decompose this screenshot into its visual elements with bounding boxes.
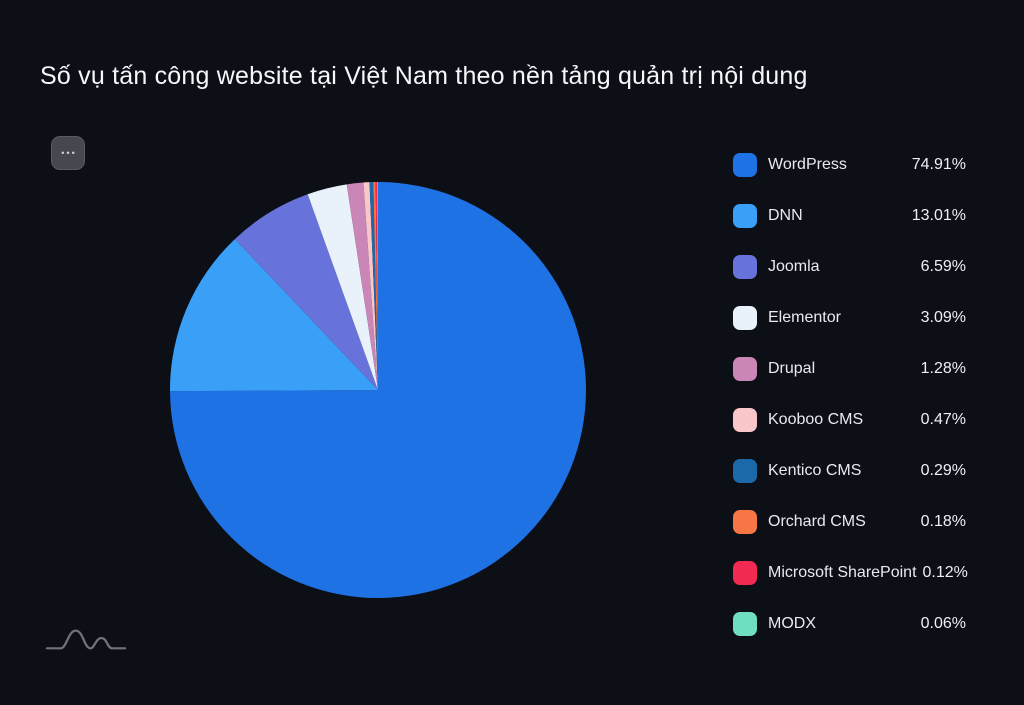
legend-label: WordPress: [768, 156, 847, 173]
legend-item-kentico-cms[interactable]: Kentico CMS 0.29%: [733, 458, 966, 484]
pie-chart-svg: [170, 182, 586, 598]
legend-item-modx[interactable]: MODX 0.06%: [733, 611, 966, 637]
legend-value: 74.91%: [911, 156, 966, 173]
pie-slice-orchard-cms[interactable]: [373, 182, 378, 390]
legend-value: 1.28%: [920, 360, 966, 377]
pie-chart: [170, 182, 586, 598]
legend-item-kooboo-cms[interactable]: Kooboo CMS 0.47%: [733, 407, 966, 433]
legend-value: 0.29%: [920, 462, 966, 479]
pie-slice-wordpress[interactable]: [170, 182, 586, 598]
pie-slice-elementor[interactable]: [307, 184, 378, 390]
legend-label: Drupal: [768, 360, 816, 377]
legend-value: 0.18%: [920, 513, 966, 530]
pie-slice-microsoft-sharepoint[interactable]: [375, 182, 378, 390]
pie-slice-kentico-cms[interactable]: [369, 182, 378, 390]
legend-swatch: [733, 459, 757, 483]
legend-value: 0.12%: [922, 564, 968, 581]
legend-item-wordpress[interactable]: WordPress 74.91%: [733, 152, 966, 178]
legend-item-dnn[interactable]: DNN 13.01%: [733, 203, 966, 229]
legend-value: 6.59%: [920, 258, 966, 275]
legend-swatch: [733, 357, 757, 381]
legend-value: 0.06%: [920, 615, 966, 632]
legend-item-drupal[interactable]: Drupal 1.28%: [733, 356, 966, 382]
legend-label: Microsoft SharePoint: [768, 564, 917, 581]
legend-swatch: [733, 561, 757, 585]
legend-item-elementor[interactable]: Elementor 3.09%: [733, 305, 966, 331]
legend-label: Kooboo CMS: [768, 411, 864, 428]
legend-swatch: [733, 306, 757, 330]
pie-slice-kooboo-cms[interactable]: [363, 182, 378, 390]
pie-slice-dnn[interactable]: [170, 239, 378, 392]
chart-title: Số vụ tấn công website tại Việt Nam theo…: [40, 62, 808, 90]
legend-label: Orchard CMS: [768, 513, 866, 530]
legend-value: 13.01%: [911, 207, 966, 224]
legend-item-microsoft-sharepoint[interactable]: Microsoft SharePoint 0.12%: [733, 560, 968, 586]
legend-label: Kentico CMS: [768, 462, 862, 479]
legend-value: 0.47%: [920, 411, 966, 428]
legend-swatch: [733, 153, 757, 177]
legend-swatch: [733, 408, 757, 432]
legend-label: Elementor: [768, 309, 841, 326]
legend-label: Joomla: [768, 258, 820, 275]
chart-legend: WordPress 74.91% DNN 13.01% Joomla 6.59%…: [733, 152, 968, 637]
pie-slice-drupal[interactable]: [346, 182, 378, 390]
legend-swatch: [733, 255, 757, 279]
legend-label: MODX: [768, 615, 816, 632]
legend-swatch: [733, 612, 757, 636]
legend-value: 3.09%: [920, 309, 966, 326]
pie-slice-joomla[interactable]: [234, 194, 378, 390]
more-options-button[interactable]: •••: [51, 136, 85, 170]
legend-swatch: [733, 510, 757, 534]
legend-swatch: [733, 204, 757, 228]
legend-label: DNN: [768, 207, 803, 224]
ellipsis-icon: •••: [61, 147, 77, 158]
legend-item-orchard-cms[interactable]: Orchard CMS 0.18%: [733, 509, 966, 535]
legend-item-joomla[interactable]: Joomla 6.59%: [733, 254, 966, 280]
wave-logo-icon[interactable]: [45, 622, 127, 656]
